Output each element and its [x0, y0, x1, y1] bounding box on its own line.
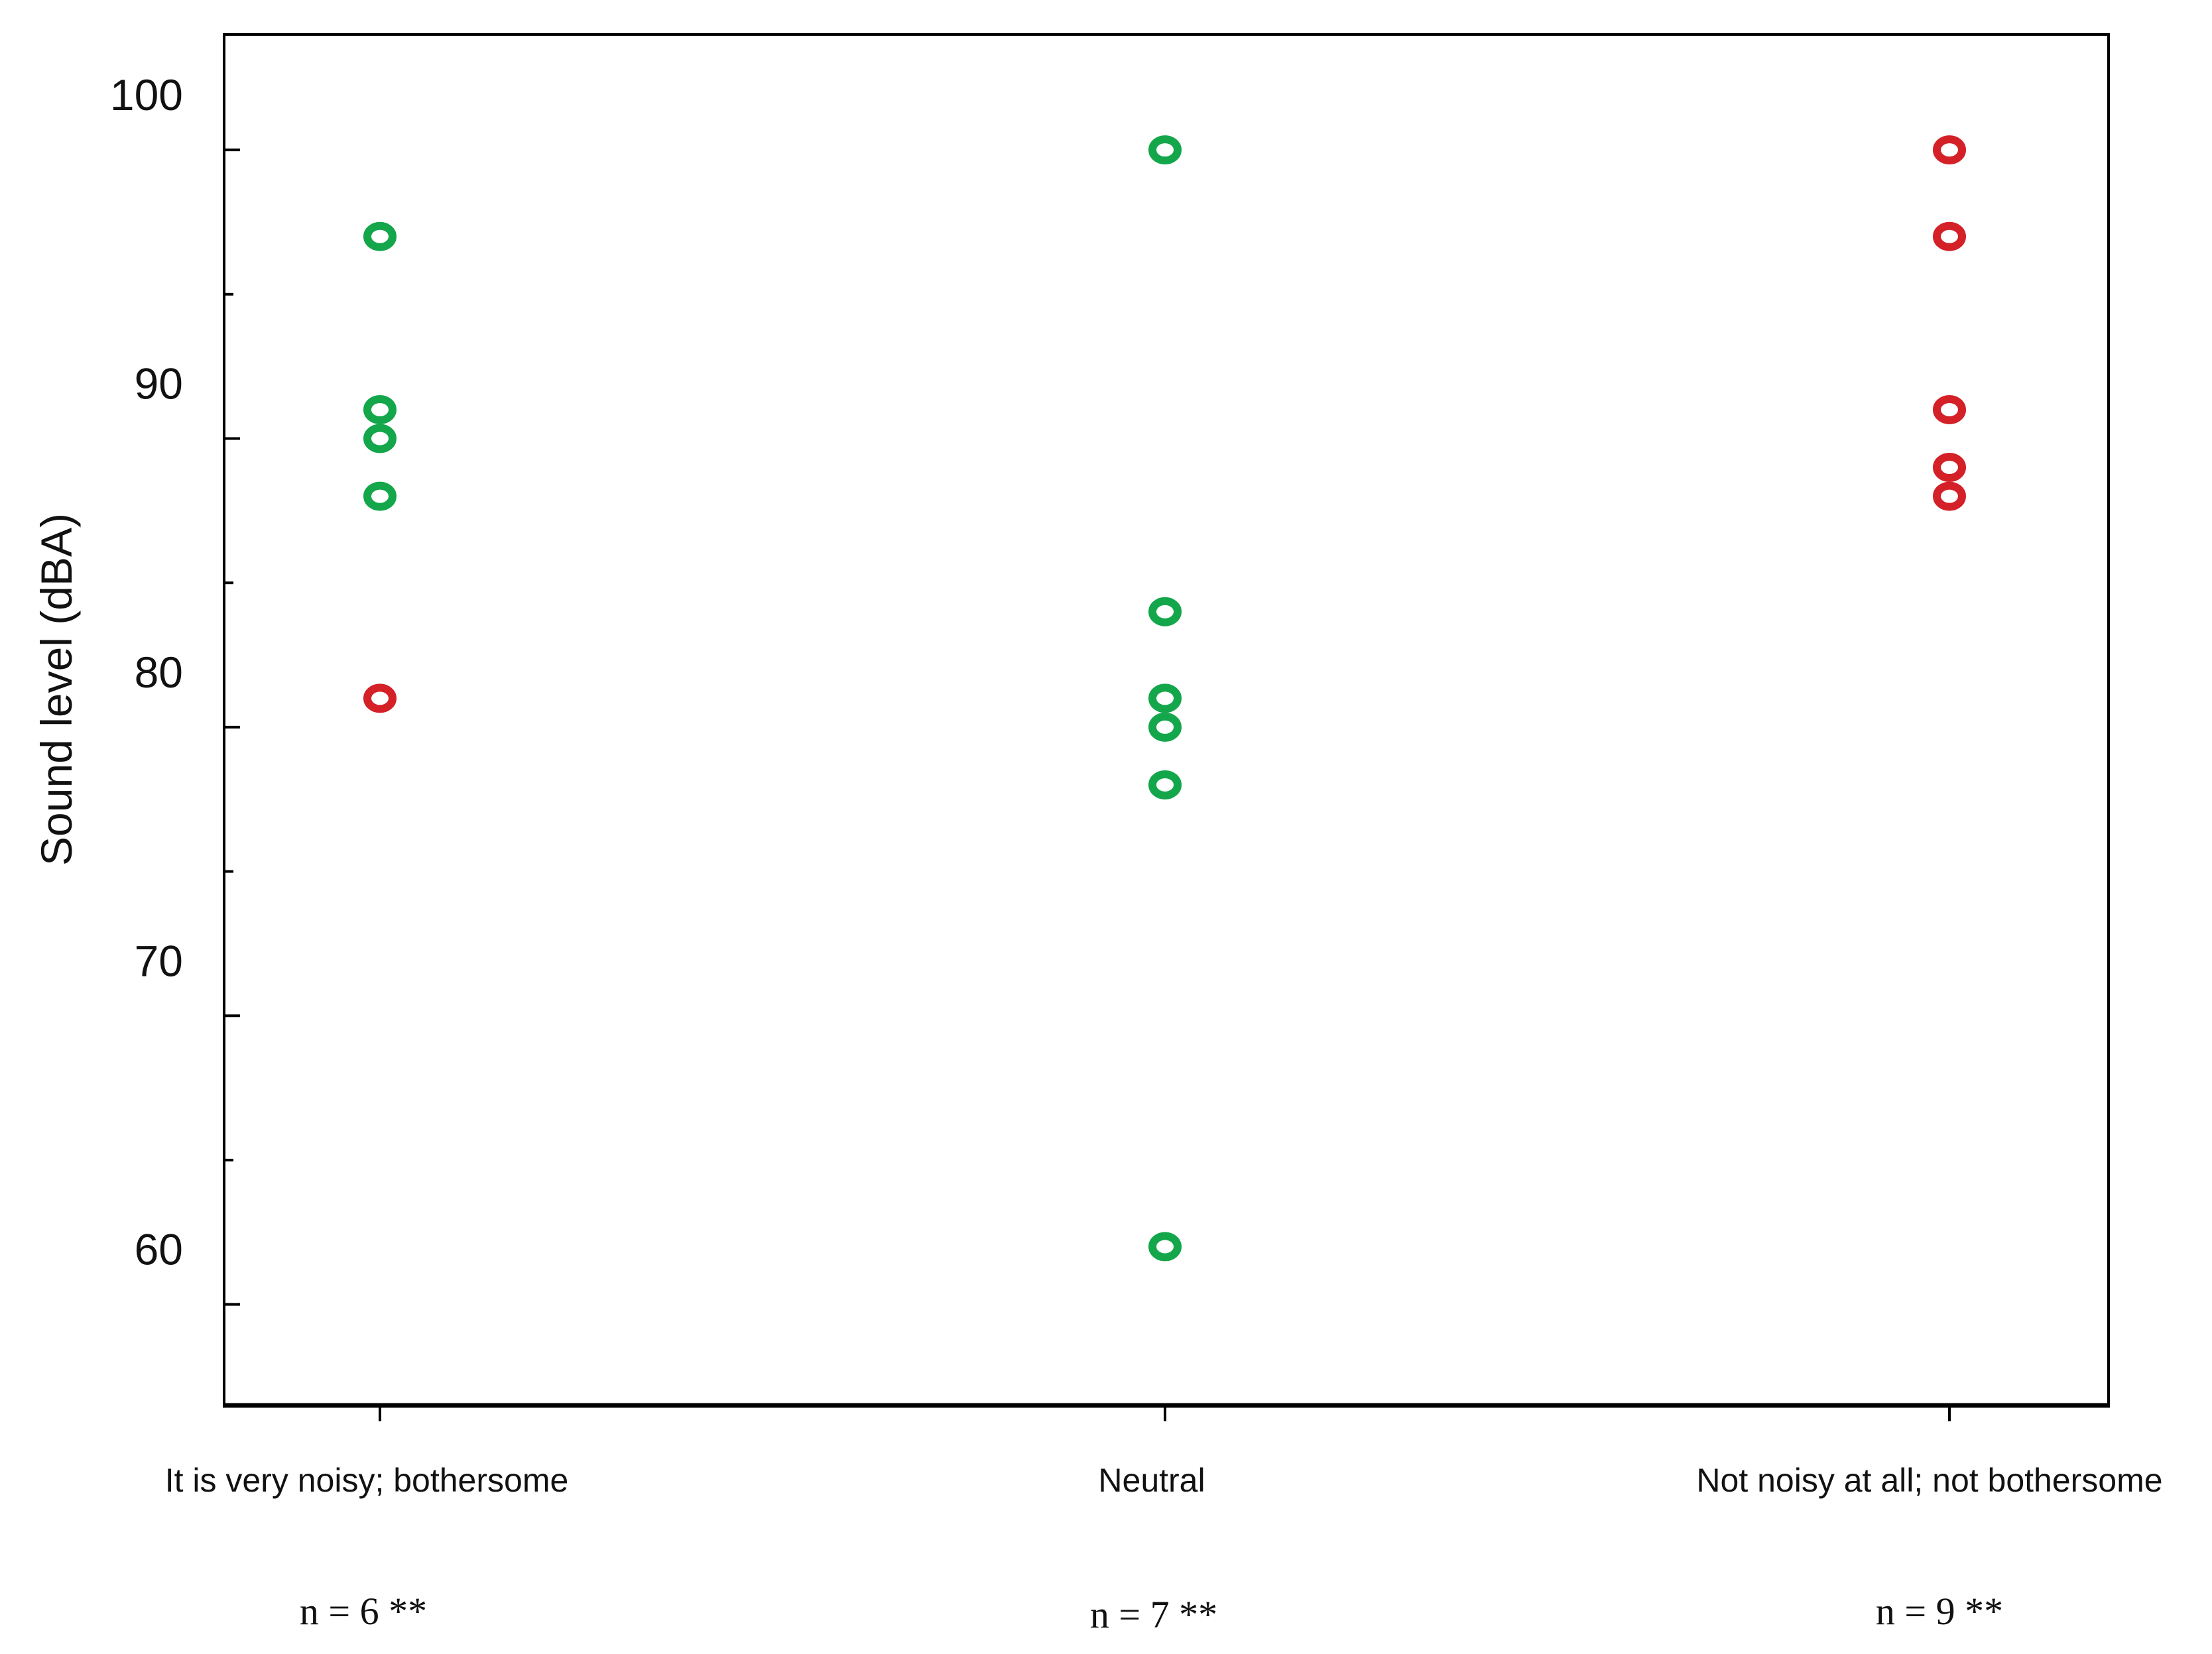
data-point-green: [1148, 683, 1182, 713]
data-point-red: [1933, 394, 1966, 424]
y-tick-label: 80: [135, 648, 183, 697]
data-point-green: [363, 221, 397, 251]
data-points: [363, 135, 1966, 1262]
data-point-red: [1933, 135, 1966, 165]
x-category-label: Not noisy at all; not bothersome: [1696, 1462, 2162, 1499]
data-point-green: [1148, 712, 1182, 742]
data-point-green: [1148, 770, 1182, 799]
y-tick-label: 100: [110, 70, 183, 119]
data-point-red: [363, 683, 397, 713]
y-tick-label: 90: [135, 359, 183, 408]
sample-size-label: n = 7 **: [1090, 1593, 1217, 1636]
data-point-green: [363, 424, 397, 453]
data-point-green: [1148, 597, 1182, 626]
data-point-green: [1148, 135, 1182, 165]
data-point-red: [1933, 481, 1966, 511]
data-point-green: [363, 481, 397, 511]
y-tick-label: 70: [135, 936, 183, 985]
data-point-red: [1933, 453, 1966, 483]
data-point-red: [1933, 221, 1966, 251]
sample-size-label: n = 6 **: [300, 1590, 427, 1633]
y-axis-title: Sound level (dBA): [32, 513, 81, 866]
y-tick-label: 60: [135, 1225, 183, 1274]
data-point-green: [1148, 1232, 1182, 1262]
x-category-label: It is very noisy; bothersome: [165, 1462, 569, 1499]
x-axis: It is very noisy; bothersome n = 6 ** Neut…: [165, 1405, 2163, 1636]
sample-size-label: n = 9 **: [1876, 1590, 2003, 1633]
y-axis: 60 70 80 90 100: [110, 70, 240, 1306]
data-point-green: [363, 394, 397, 424]
x-category-label: Neutral: [1098, 1462, 1205, 1499]
